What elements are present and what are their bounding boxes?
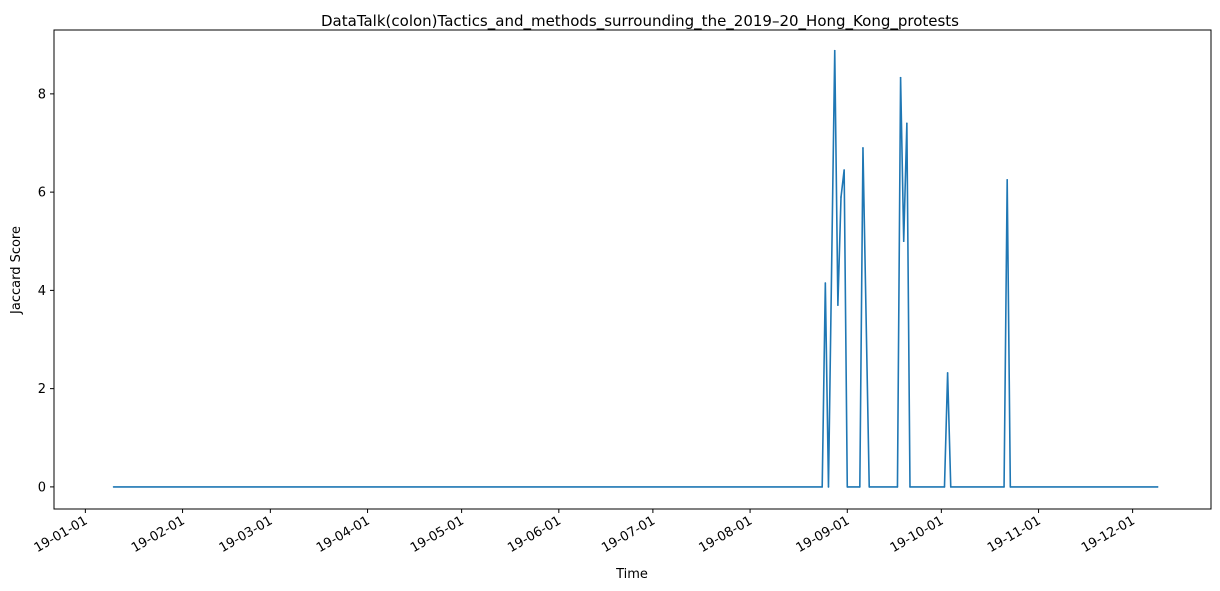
plot-area (53, 29, 1212, 510)
y-axis: 0 2 4 6 8 (38, 87, 54, 495)
data-point (833, 49, 836, 52)
data-point (899, 76, 902, 79)
data-point (846, 486, 849, 488)
y-tick-label: 4 (38, 284, 46, 299)
data-point (906, 122, 908, 125)
data-point (896, 486, 899, 488)
plot-background (54, 30, 1211, 509)
data-point (859, 486, 861, 488)
x-axis-label: Time (615, 567, 648, 582)
y-axis-label: Jaccard Score (9, 226, 24, 315)
data-point (1003, 486, 1005, 488)
y-tick-label: 2 (38, 382, 46, 397)
y-tick-label: 8 (38, 87, 46, 102)
y-tick-label: 0 (38, 480, 46, 495)
chart-title: DataTalk(colon)Tactics_and_methods_surro… (321, 12, 959, 31)
data-point (862, 147, 864, 149)
data-point (1006, 179, 1008, 181)
data-point (868, 486, 871, 488)
data-point (843, 169, 845, 171)
data-point (827, 486, 830, 488)
data-point (943, 486, 946, 488)
data-point (821, 486, 823, 488)
data-point (840, 196, 842, 198)
data-point (902, 240, 905, 243)
data-point (824, 282, 827, 284)
series-line (113, 49, 1158, 488)
y-tick-label: 6 (38, 186, 46, 201)
data-point (112, 486, 115, 488)
data-point (837, 304, 839, 306)
plot-frame (53, 29, 1212, 510)
data-point (909, 486, 911, 488)
series-layer (112, 49, 1159, 488)
data-point (946, 372, 949, 374)
data-point (1156, 486, 1159, 488)
data-point (949, 486, 952, 488)
data-point (1009, 486, 1012, 488)
